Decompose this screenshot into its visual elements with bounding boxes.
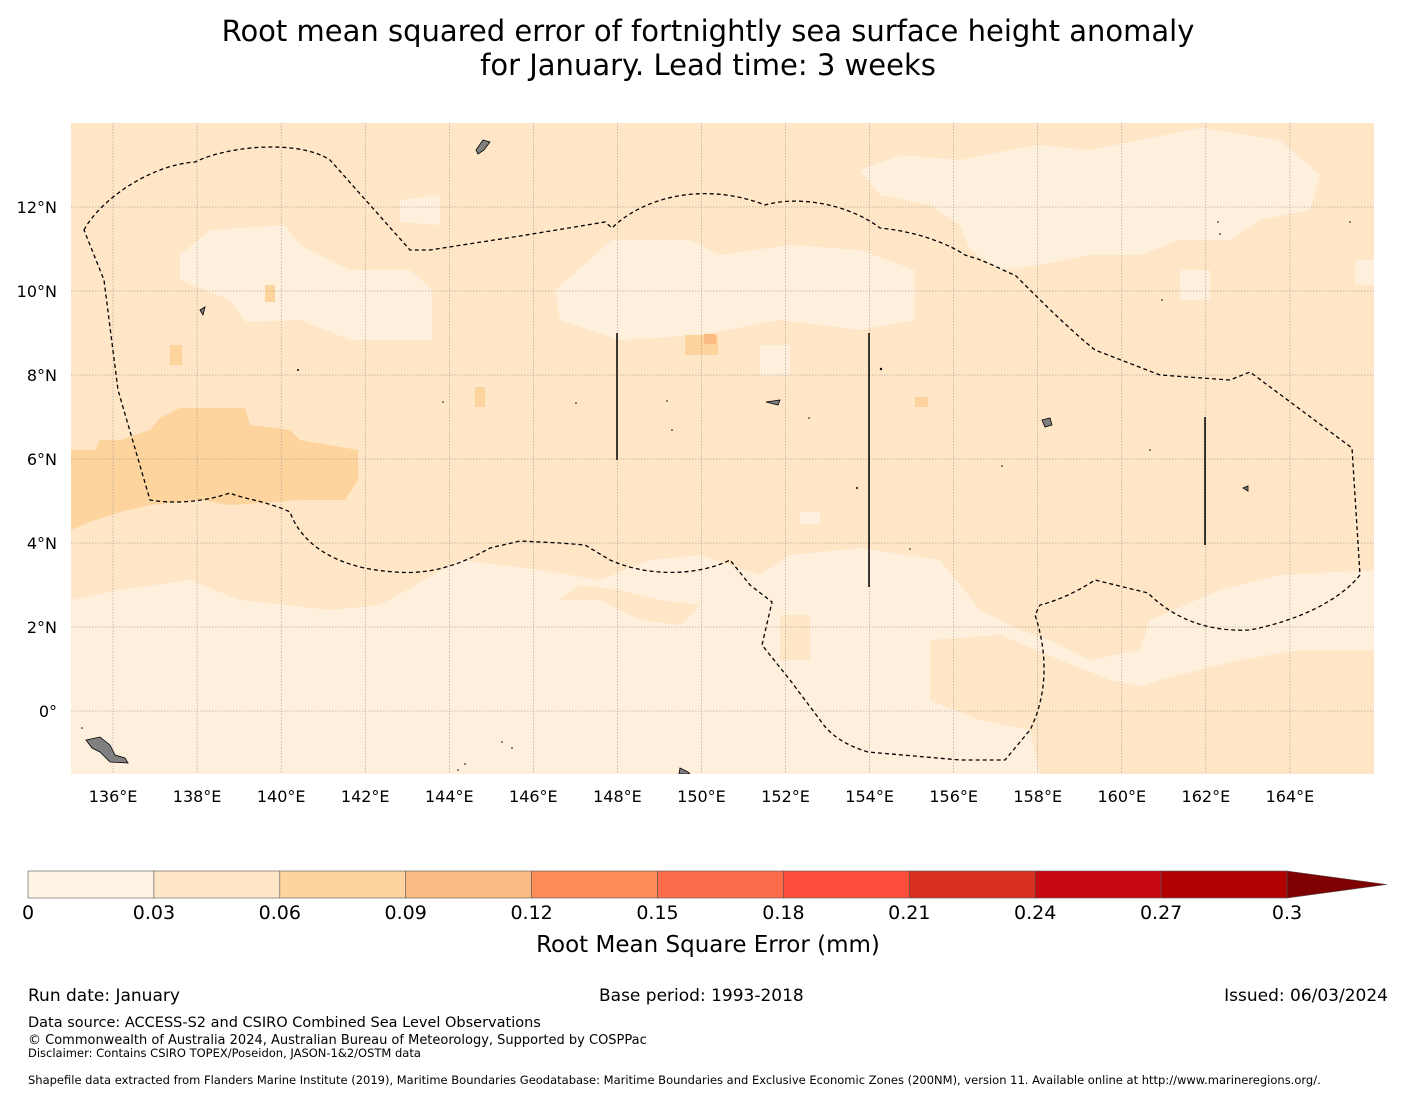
colorbar-segment xyxy=(153,870,281,899)
lat-tick-label: 2°N xyxy=(27,618,57,637)
lon-tick-label: 152°E xyxy=(761,787,810,806)
lon-tick-label: 140°E xyxy=(257,787,306,806)
title-line-2: for January. Lead time: 3 weeks xyxy=(480,48,936,82)
lon-tick-label: 138°E xyxy=(173,787,222,806)
shapefile-credit: Shapefile data extracted from Flanders M… xyxy=(28,1073,1321,1087)
latitude-labels: 12°N 10°N 8°N 6°N 4°N 2°N 0° xyxy=(17,198,57,721)
palau-island xyxy=(199,306,206,317)
lat-tick-label: 10°N xyxy=(17,282,57,301)
disclaimer: Disclaimer: Contains CSIRO TOPEX/Poseido… xyxy=(28,1046,421,1060)
colorbar-segment xyxy=(279,870,406,899)
lon-tick-label: 158°E xyxy=(1013,787,1062,806)
lat-tick-label: 6°N xyxy=(27,450,57,469)
colorbar-segment xyxy=(783,870,910,899)
atoll-dots xyxy=(81,221,1351,771)
lon-tick-label: 160°E xyxy=(1097,787,1146,806)
colorbar-tick-label: 0.06 xyxy=(258,902,301,924)
colorbar-tick-label: 0.09 xyxy=(384,902,427,924)
lat-tick-label: 8°N xyxy=(27,366,57,385)
copyright: © Commonwealth of Australia 2024, Austra… xyxy=(28,1033,647,1048)
pohnpei-island xyxy=(1041,417,1053,428)
lon-tick-label: 148°E xyxy=(593,787,642,806)
colorbar-tick-label: 0.12 xyxy=(510,902,553,924)
colorbar-segment xyxy=(657,870,784,899)
lon-tick-label: 136°E xyxy=(89,787,138,806)
colorbar-tick-label: 0.24 xyxy=(1014,902,1057,924)
colorbar-segment xyxy=(908,870,1036,899)
lon-tick-label: 164°E xyxy=(1266,787,1315,806)
colorbar-tick-label: 0 xyxy=(21,902,35,924)
rmse-raster xyxy=(71,123,1374,774)
lat-tick-label: 0° xyxy=(39,702,57,721)
colorbar-extend-arrow xyxy=(1286,870,1388,899)
colorbar-segment xyxy=(405,870,532,899)
islands xyxy=(85,139,1249,774)
figure-title: Root mean squared error of fortnightly s… xyxy=(0,14,1416,82)
colorbar-label: Root Mean Square Error (mm) xyxy=(536,932,880,958)
colorbar-tick-label: 0.18 xyxy=(762,902,805,924)
guam-island xyxy=(475,139,491,155)
meridian-markers xyxy=(616,333,1206,587)
colorbar-segment xyxy=(1034,870,1162,899)
gridlines xyxy=(71,123,1374,774)
lon-tick-label: 146°E xyxy=(509,787,558,806)
colorbar-segment xyxy=(1160,870,1288,899)
lon-tick-label: 162°E xyxy=(1182,787,1231,806)
peak-error-cell xyxy=(704,334,716,344)
lon-tick-label: 144°E xyxy=(425,787,474,806)
base-period: Base period: 1993-2018 xyxy=(599,986,804,1006)
run-date: Run date: January xyxy=(28,986,180,1006)
colorbar-tick-label: 0.27 xyxy=(1139,902,1183,924)
small-island-b xyxy=(765,399,781,406)
colorbar-segment xyxy=(531,870,658,899)
title-line-1: Root mean squared error of fortnightly s… xyxy=(221,14,1195,48)
new-guinea-coast xyxy=(85,736,129,764)
lat-tick-label: 4°N xyxy=(27,534,57,553)
lat-tick-label: 12°N xyxy=(17,198,57,217)
lon-tick-label: 150°E xyxy=(677,787,726,806)
colorbar-segment xyxy=(27,870,155,899)
longitude-labels: 136°E 138°E 140°E 142°E 144°E 146°E 148°E 150°E… xyxy=(89,787,1315,806)
colorbar xyxy=(27,870,1388,899)
lon-tick-label: 142°E xyxy=(341,787,390,806)
colorbar-tick-label: 0.03 xyxy=(132,902,176,924)
lon-tick-label: 154°E xyxy=(845,787,894,806)
mid-error-patches xyxy=(560,585,1374,774)
small-island-a xyxy=(678,767,691,774)
colorbar-tick-label: 0.3 xyxy=(1271,902,1303,924)
kosrae-island xyxy=(1242,485,1249,492)
eez-boundaries xyxy=(83,146,1361,761)
colorbar-tick-label: 0.15 xyxy=(636,902,679,924)
lon-tick-label: 156°E xyxy=(929,787,978,806)
issued-date: Issued: 06/03/2024 xyxy=(1224,986,1388,1006)
data-source: Data source: ACCESS-S2 and CSIRO Combine… xyxy=(28,1015,541,1031)
palau-eez-boundary xyxy=(83,146,1361,761)
colorbar-tick-label: 0.21 xyxy=(888,902,931,924)
